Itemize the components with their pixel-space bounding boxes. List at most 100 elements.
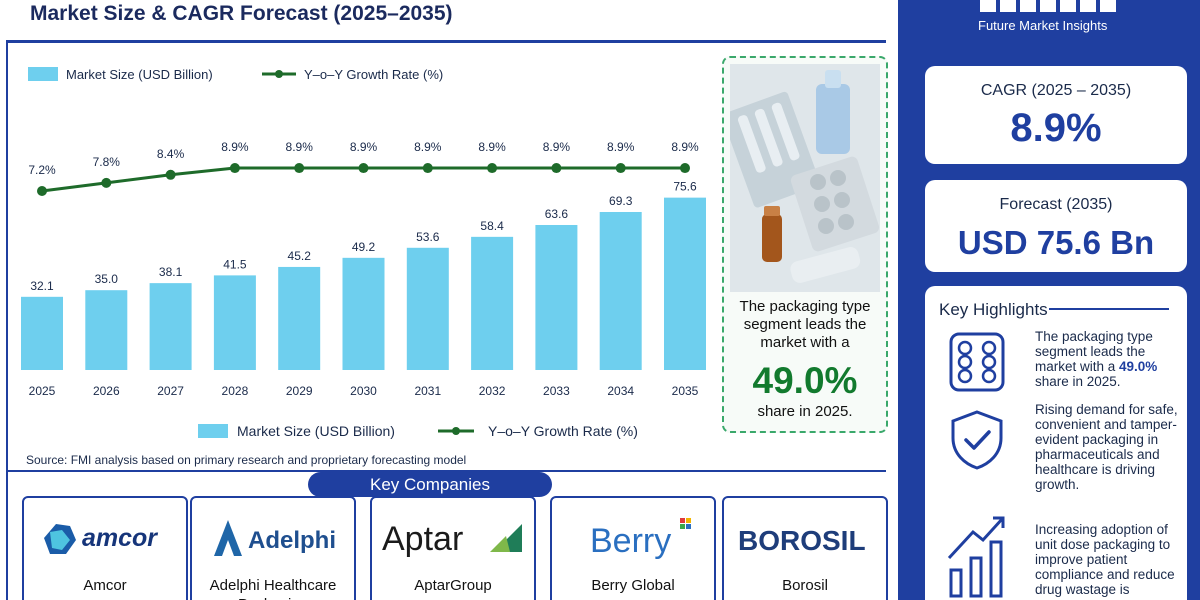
x-tick-2025: 2025 <box>29 384 56 398</box>
company-card-amcor: amcor Amcor <box>22 496 188 600</box>
bar-label-2035: 75.6 <box>673 180 697 194</box>
company-name: Berry Global <box>591 577 675 594</box>
left-frame-line <box>6 40 8 600</box>
company-name: Amcor <box>83 577 127 594</box>
borosil-logo-text: BOROSIL <box>738 525 866 556</box>
line-point-2025 <box>37 186 47 196</box>
x-tick-2035: 2035 <box>672 384 699 398</box>
blister-pack-icon <box>949 332 1005 392</box>
company-name: Borosil <box>782 577 828 594</box>
x-tick-2026: 2026 <box>93 384 120 398</box>
key-highlights-card: Key Highlights The packaging type segmen… <box>925 286 1187 600</box>
line-point-2034 <box>615 163 626 174</box>
legend-top-line-label: Y–o–Y Growth Rate (%) <box>304 67 443 82</box>
x-tick-2032: 2032 <box>479 384 506 398</box>
amcor-logo-icon: amcor <box>44 524 158 554</box>
line-label-2025: 7.2% <box>28 163 56 177</box>
bar-label-2032: 58.4 <box>480 219 504 233</box>
highlight-text: The packaging type segment leads the mar… <box>739 298 871 351</box>
bar-label-2030: 49.2 <box>352 240 376 254</box>
bar-2030 <box>342 257 385 370</box>
bar-2026 <box>85 290 128 370</box>
market-size-chart: Market Size (USD Billion) Y–o–Y Growth Ra… <box>21 67 706 439</box>
company-card-adelphi: Adelphi Adelphi Healthcare Packaging <box>190 496 356 600</box>
line-label-2031: 8.9% <box>414 140 442 154</box>
company-card-aptar: Aptar AptarGroup <box>370 496 536 600</box>
adelphi-logo-text: Adelphi <box>248 527 336 554</box>
line-point-2027 <box>165 169 176 180</box>
bar-2027 <box>149 283 192 370</box>
key-highlight-3: Increasing adoption of unit dose packagi… <box>1035 522 1175 597</box>
line-point-2033 <box>551 163 562 174</box>
line-label-2027: 8.4% <box>157 147 185 161</box>
bar-2028 <box>213 275 256 370</box>
bar-label-2028: 41.5 <box>223 257 247 271</box>
line-point-2029 <box>294 163 305 174</box>
title-divider <box>8 40 886 43</box>
bar-2032 <box>471 236 514 370</box>
berry-logo-icon: Berry <box>590 518 691 560</box>
bar-2029 <box>278 266 321 370</box>
x-tick-2031: 2031 <box>414 384 441 398</box>
source-note: Source: FMI analysis based on primary re… <box>26 453 467 467</box>
aptar-logo-icon: Aptar <box>382 520 522 558</box>
bar-label-2034: 69.3 <box>609 194 633 208</box>
key-highlight-2: Rising demand for safe, convenient and t… <box>1035 402 1178 492</box>
berry-logo-text: Berry <box>590 522 671 560</box>
forecast-card: Forecast (2035) USD 75.6 Bn <box>925 180 1187 272</box>
legend-bottom-bar-label: Market Size (USD Billion) <box>237 423 395 439</box>
key-highlight-1-value: 49.0% <box>1119 359 1158 374</box>
key-highlights-divider <box>1049 308 1169 310</box>
line-label-2029: 8.9% <box>286 140 314 154</box>
bar-2035 <box>664 197 706 370</box>
line-label-2026: 7.8% <box>93 155 121 169</box>
company-name: Adelphi Healthcare Packaging <box>209 577 337 600</box>
x-tick-2030: 2030 <box>350 384 377 398</box>
line-point-2031 <box>422 163 433 174</box>
bar-label-2025: 32.1 <box>30 279 54 293</box>
company-card-berry: Berry Berry Global <box>550 496 716 600</box>
line-point-2030 <box>358 163 369 174</box>
cagr-value: 8.9% <box>1010 106 1102 150</box>
legend-top-bar-swatch <box>28 67 58 81</box>
line-label-2033: 8.9% <box>543 140 571 154</box>
highlight-card: The packaging type segment leads the mar… <box>722 56 888 433</box>
company-name: AptarGroup <box>414 577 492 594</box>
line-label-2034: 8.9% <box>607 140 635 154</box>
x-tick-2034: 2034 <box>607 384 634 398</box>
bar-label-2027: 38.1 <box>159 265 183 279</box>
highlight-value: 49.0% <box>752 360 858 401</box>
bar-2025 <box>21 296 63 370</box>
company-card-borosil: BOROSIL Borosil <box>722 496 888 600</box>
cagr-card: CAGR (2025 – 2035) 8.9% <box>925 66 1187 164</box>
bar-label-2029: 45.2 <box>288 249 312 263</box>
shield-check-icon <box>951 410 1003 470</box>
legend-bottom-line-label: Y–o–Y Growth Rate (%) <box>488 423 638 439</box>
packaging-image <box>730 64 880 292</box>
key-highlights-title: Key Highlights <box>939 300 1048 319</box>
line-label-2030: 8.9% <box>350 140 378 154</box>
key-highlight-1-text-after: share in 2025. <box>1035 374 1121 389</box>
x-tick-2027: 2027 <box>157 384 184 398</box>
x-tick-2028: 2028 <box>222 384 249 398</box>
x-tick-2033: 2033 <box>543 384 570 398</box>
key-highlight-1-text-before: The packaging type segment leads the mar… <box>1035 329 1153 374</box>
aptar-logo-text: Aptar <box>382 520 463 558</box>
line-point-2035 <box>680 163 690 174</box>
amcor-logo-text: amcor <box>82 524 158 552</box>
forecast-label: Forecast (2035) <box>999 196 1113 213</box>
legend-bottom-line-marker <box>452 427 460 435</box>
key-companies-title: Key Companies <box>308 472 552 497</box>
fmi-logo-icon <box>980 0 1116 12</box>
brand-name: Future Market Insights <box>978 18 1108 33</box>
line-point-2026 <box>101 177 112 188</box>
highlight-text-after: share in 2025. <box>757 403 853 420</box>
borosil-logo-icon: BOROSIL <box>738 525 866 556</box>
x-tick-2029: 2029 <box>286 384 313 398</box>
legend-top-line-marker <box>275 70 283 78</box>
page-title: Market Size & CAGR Forecast (2025–2035) <box>30 2 453 25</box>
bar-2034 <box>599 211 642 370</box>
bar-2031 <box>406 247 449 370</box>
line-label-2035: 8.9% <box>671 140 699 154</box>
cagr-label: CAGR (2025 – 2035) <box>980 82 1132 99</box>
